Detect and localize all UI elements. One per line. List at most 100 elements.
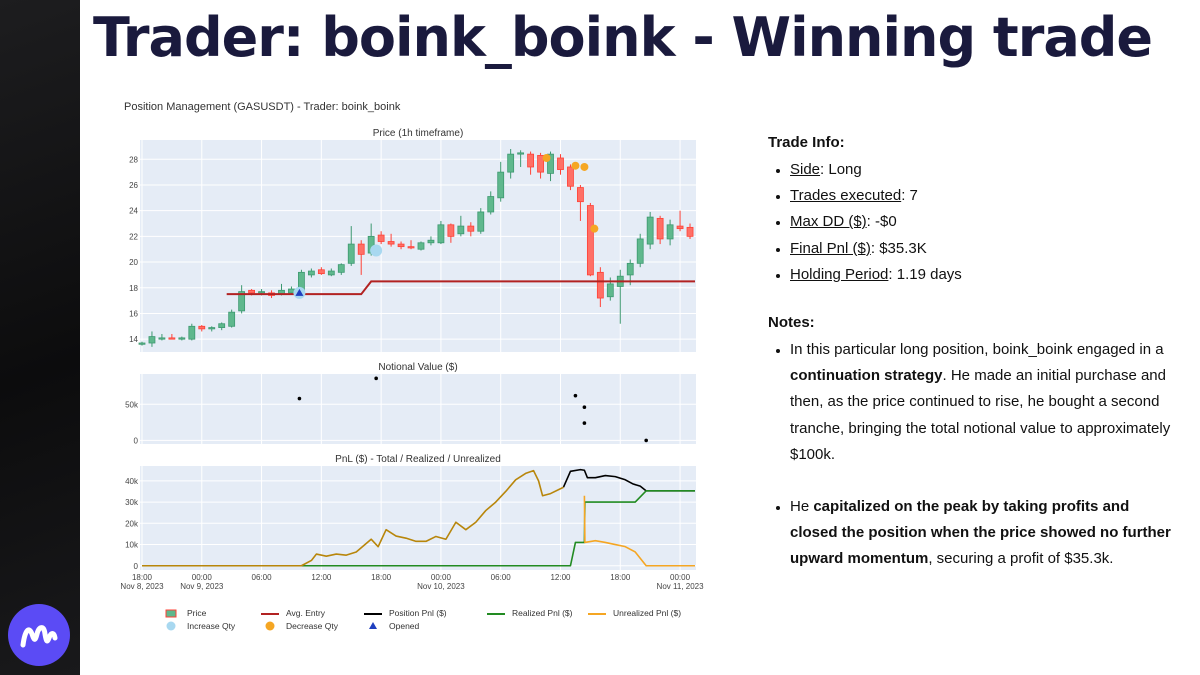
price-y-tick-label: 18 bbox=[129, 284, 138, 293]
candle-body bbox=[228, 311, 236, 327]
notional-panel-title: Notional Value ($) bbox=[378, 362, 457, 373]
candle-body bbox=[307, 270, 315, 276]
legend-label-decrease-qty: Decrease Qty bbox=[286, 621, 339, 631]
x-tick-label: 18:00 bbox=[132, 573, 153, 582]
pnl-y-tick-label: 10k bbox=[125, 541, 139, 550]
trade-info-key: Trades executed bbox=[790, 187, 902, 205]
trade-info-value: $35.3K bbox=[879, 239, 927, 257]
note-text: . He made an initial purchase and then, … bbox=[790, 367, 1171, 463]
candle-body bbox=[327, 270, 335, 276]
x-tick-date-label: Nov 11, 2023 bbox=[657, 582, 705, 591]
candle-body bbox=[148, 336, 156, 344]
x-tick-label: 06:00 bbox=[252, 573, 273, 582]
notes-section: Notes: In this particular long position,… bbox=[768, 314, 1178, 573]
legend-label-price: Price bbox=[187, 608, 207, 618]
x-tick-label: 00:00 bbox=[431, 573, 452, 582]
candle-body bbox=[557, 157, 564, 170]
trade-info-key: Holding Period bbox=[790, 265, 889, 283]
opened-marker bbox=[295, 288, 304, 296]
x-tick-label: 00:00 bbox=[192, 573, 213, 582]
candle-body bbox=[596, 271, 604, 299]
price-y-tick-label: 16 bbox=[129, 309, 138, 318]
decrease-qty-marker bbox=[590, 224, 599, 233]
x-tick-date-label: Nov 8, 2023 bbox=[120, 582, 164, 591]
legend-label-realized-pnl: Realized Pnl ($) bbox=[512, 608, 573, 618]
pnl-y-tick-label: 30k bbox=[125, 498, 139, 507]
candle-body bbox=[567, 166, 574, 187]
legend-swatch-increase-qty bbox=[166, 621, 176, 631]
trade-info-value: 1.19 days bbox=[896, 265, 962, 283]
legend-label-avg-entry: Avg. Entry bbox=[286, 608, 326, 618]
decrease-qty-marker bbox=[580, 162, 589, 171]
candle-body bbox=[168, 337, 176, 340]
candle-body bbox=[517, 152, 525, 155]
slide-title: Trader: boink_boink - Winning trade bbox=[93, 6, 1153, 69]
x-tick-label: 00:00 bbox=[670, 573, 691, 582]
candle-body bbox=[487, 196, 495, 213]
candle-body bbox=[258, 291, 265, 294]
candle-body bbox=[686, 226, 694, 237]
candle-body bbox=[337, 264, 345, 273]
candle-body bbox=[646, 216, 654, 245]
pnl-y-tick-label: 20k bbox=[125, 519, 139, 528]
candle-body bbox=[467, 225, 475, 232]
trade-info-panel: Trade Info: Side: Long Trades executed: … bbox=[768, 134, 1178, 573]
notional-point bbox=[374, 376, 378, 381]
note-text: He bbox=[790, 498, 814, 516]
legend-swatch-opened bbox=[369, 622, 377, 629]
trade-info-value: -$0 bbox=[875, 213, 897, 231]
candle-body bbox=[447, 224, 455, 237]
legend-label-position-pnl: Position Pnl ($) bbox=[389, 608, 447, 618]
x-tick-label: 18:00 bbox=[371, 573, 392, 582]
dark-sidebar-strip bbox=[0, 0, 80, 675]
candle-body bbox=[218, 323, 226, 328]
pnl-panel-title: PnL ($) - Total / Realized / Unrealized bbox=[335, 454, 501, 465]
price-panel-title: Price (1h timeframe) bbox=[373, 128, 464, 139]
panel-2-background bbox=[140, 466, 696, 570]
trade-info-item: Trades executed: 7 bbox=[790, 183, 1178, 209]
notional-y-tick-label: 50k bbox=[125, 400, 139, 409]
price-y-tick-label: 22 bbox=[129, 232, 138, 241]
price-y-tick-label: 20 bbox=[129, 258, 138, 267]
trade-info-value: 7 bbox=[909, 187, 918, 205]
notional-point bbox=[582, 405, 587, 409]
trade-info-value: Long bbox=[828, 161, 862, 178]
candle-body bbox=[198, 325, 206, 330]
decrease-qty-marker bbox=[571, 161, 580, 170]
candle-body bbox=[427, 239, 435, 244]
increase-qty-marker bbox=[370, 244, 383, 257]
price-y-tick-label: 14 bbox=[129, 335, 138, 344]
trade-info-key: Final Pnl ($) bbox=[790, 239, 871, 257]
candle-body bbox=[547, 153, 554, 174]
candle-body bbox=[397, 243, 405, 248]
candle-body bbox=[377, 234, 385, 242]
notional-y-tick-label: 0 bbox=[134, 436, 139, 445]
candle-body bbox=[577, 187, 584, 203]
x-tick-label: 06:00 bbox=[491, 573, 512, 582]
x-tick-label: 12:00 bbox=[311, 573, 332, 582]
trade-info-item: Holding Period: 1.19 days bbox=[790, 262, 1178, 288]
note-text: , securing a profit of $35.3k. bbox=[928, 550, 1114, 568]
m-logo-icon bbox=[20, 625, 58, 648]
candle-body bbox=[527, 153, 534, 168]
candle-body bbox=[656, 217, 664, 240]
candle-body bbox=[317, 269, 325, 275]
candle-body bbox=[507, 153, 515, 173]
notes-list: In this particular long position, boink_… bbox=[768, 337, 1178, 573]
trade-info-item: Side: Long bbox=[790, 157, 1178, 183]
figure-title: Position Management (GASUSDT) - Trader: … bbox=[124, 101, 401, 113]
candle-body bbox=[457, 225, 465, 235]
notional-point bbox=[582, 421, 587, 425]
legend-label-opened: Opened bbox=[389, 621, 420, 631]
notional-point bbox=[297, 396, 302, 401]
trade-info-heading: Trade Info: bbox=[768, 134, 845, 151]
trade-info-list: Side: Long Trades executed: 7 Max DD ($)… bbox=[768, 157, 1178, 288]
candle-body bbox=[477, 211, 485, 232]
price-y-tick-label: 24 bbox=[129, 207, 138, 216]
candle-body bbox=[676, 225, 684, 230]
notional-point bbox=[573, 393, 578, 398]
panel-1-background bbox=[140, 374, 696, 444]
candle-body bbox=[497, 171, 505, 199]
trade-info-key: Max DD ($) bbox=[790, 213, 867, 231]
candle-body bbox=[407, 246, 415, 249]
